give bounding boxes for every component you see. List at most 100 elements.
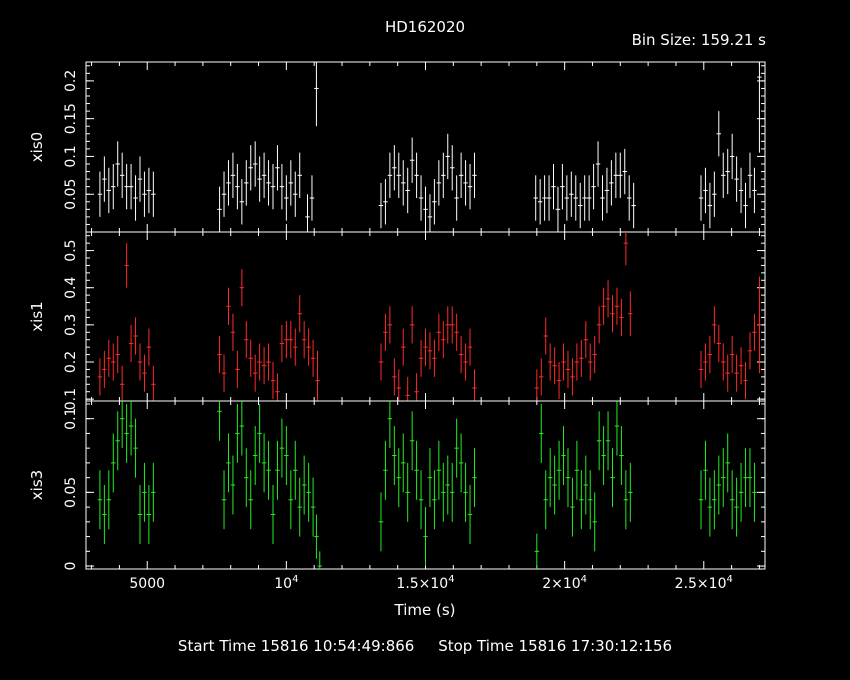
data-point (230, 152, 236, 198)
data-point (543, 317, 548, 355)
data-point (432, 179, 437, 225)
y-tick-label: 0.2 (63, 70, 79, 92)
data-point (309, 175, 315, 221)
data-point (472, 448, 477, 508)
data-point (124, 403, 129, 463)
data-point (106, 167, 112, 214)
y-tick-label: 0.5 (63, 239, 79, 261)
data-point (405, 167, 410, 214)
data-point (396, 369, 402, 401)
data-point (239, 401, 245, 456)
data-point (137, 156, 143, 202)
data-point (441, 321, 446, 359)
x-tick-base: 2.5×10 (675, 576, 727, 592)
data-point (423, 507, 428, 567)
data-point (106, 339, 112, 377)
data-point (146, 328, 152, 366)
data-point (601, 287, 606, 325)
data-point (614, 401, 620, 456)
data-point (279, 324, 285, 362)
data-point (239, 179, 245, 225)
data-point (293, 171, 298, 217)
data-point (270, 164, 276, 210)
data-point (106, 470, 112, 530)
data-point (628, 462, 633, 522)
data-point (235, 350, 240, 388)
x-tick-base: 10 (274, 576, 292, 592)
data-point (534, 533, 540, 569)
data-point (743, 182, 748, 229)
data-point (752, 313, 757, 351)
data-point (542, 175, 547, 221)
data-point (712, 470, 717, 530)
data-point (698, 470, 704, 530)
x-axis-label: Time (s) (394, 601, 456, 619)
data-point (445, 455, 450, 515)
data-point (230, 313, 236, 351)
data-point (124, 164, 129, 210)
data-point (752, 167, 757, 214)
data-point (392, 145, 397, 191)
data-point (248, 145, 253, 191)
data-point (449, 145, 455, 191)
data-point (734, 156, 739, 202)
data-point (378, 343, 384, 381)
data-point (707, 477, 713, 537)
x-tick-base: 2×10 (542, 576, 580, 592)
x-tick-label: 5000 (129, 576, 165, 592)
data-point (275, 373, 280, 401)
data-point (534, 369, 540, 401)
data-point (716, 324, 722, 362)
data-point (427, 332, 433, 370)
data-point (601, 426, 606, 485)
data-point (306, 462, 311, 522)
data-point (747, 152, 753, 198)
data-point (392, 426, 397, 485)
data-point (729, 470, 735, 530)
data-point (275, 440, 280, 500)
data-point (293, 440, 298, 500)
x-tick-exponent: 4 (581, 574, 587, 585)
data-point (537, 179, 543, 225)
data-point (248, 470, 253, 530)
data-point (458, 433, 464, 493)
data-point (561, 343, 566, 381)
y-tick-label: 0.05 (63, 179, 79, 210)
start-stop-time: Start Time 15816 10:54:49:866 Stop Time … (178, 637, 672, 655)
data-point (729, 336, 735, 374)
data-point (266, 343, 271, 381)
data-point (613, 152, 619, 198)
data-point (137, 485, 143, 544)
data-point (409, 137, 415, 183)
data-point (387, 152, 393, 198)
data-point (707, 336, 713, 374)
data-point (383, 313, 388, 351)
data-point (605, 280, 611, 318)
data-point (221, 354, 227, 392)
data-point (618, 152, 623, 198)
data-point (552, 347, 557, 385)
data-point (414, 152, 419, 198)
data-point (279, 164, 285, 210)
data-point (119, 152, 125, 198)
data-point (221, 470, 227, 530)
data-point (414, 373, 419, 401)
data-point (151, 462, 156, 522)
y-tick-label: 0.2 (63, 351, 79, 373)
data-point (543, 470, 548, 530)
data-point (115, 411, 120, 471)
data-point (583, 455, 589, 515)
data-point (97, 358, 103, 396)
data-point (458, 152, 464, 198)
x-tick-exponent: 4 (448, 574, 454, 585)
bin-size-label: Bin Size: 159.21 s (632, 31, 767, 49)
data-point (703, 343, 708, 381)
data-point (721, 343, 726, 381)
data-point (297, 152, 302, 198)
data-point (716, 455, 722, 515)
data-point (252, 141, 258, 187)
data-point (463, 160, 468, 206)
data-point (418, 339, 424, 377)
data-point (445, 306, 450, 344)
data-point (244, 321, 249, 359)
